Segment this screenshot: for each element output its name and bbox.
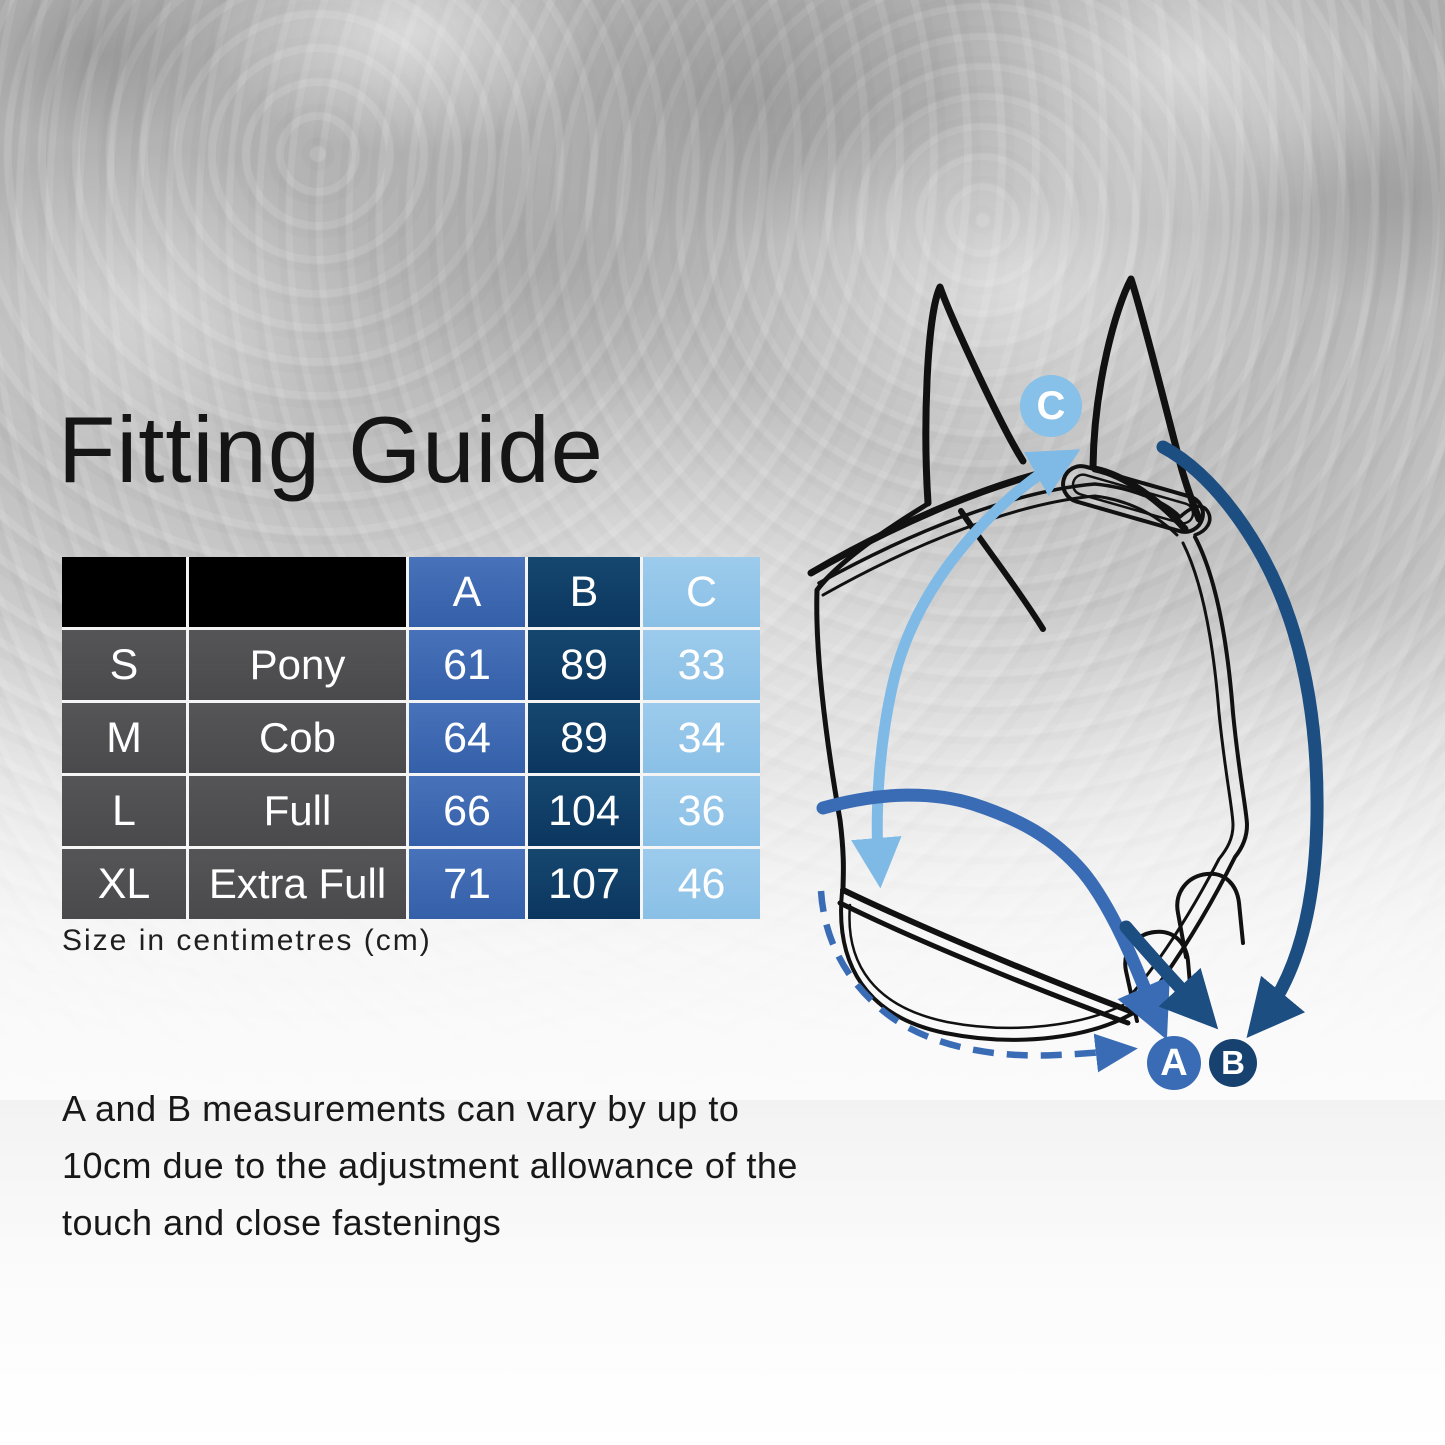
note-line: touch and close fastenings — [62, 1202, 502, 1243]
fly-mask-drawing — [807, 275, 1324, 1073]
value-c-cell: 34 — [643, 703, 760, 773]
table-caption: Size in centimetres (cm) — [62, 924, 432, 957]
measurement-b-arrow — [1156, 440, 1324, 1039]
name-cell: Full — [189, 776, 406, 846]
label-a-badge: A — [1147, 1036, 1201, 1090]
measurement-c-arrow — [851, 449, 1081, 889]
size-cell: XL — [62, 849, 186, 919]
value-c-cell: 33 — [643, 630, 760, 700]
size-cell: L — [62, 776, 186, 846]
header-cell-blank-size — [62, 557, 186, 627]
page-title: Fitting Guide — [58, 397, 604, 502]
name-cell: Cob — [189, 703, 406, 773]
muzzle-outline-inner — [848, 903, 1125, 1030]
value-a-cell: 61 — [409, 630, 525, 700]
value-c-cell: 36 — [643, 776, 760, 846]
note-line: 10cm due to the adjustment allowance of … — [62, 1145, 798, 1186]
header-cell-b: B — [528, 557, 640, 627]
name-cell: Extra Full — [189, 849, 406, 919]
muzzle-outline-outer — [839, 890, 1137, 1042]
cheek-panel-outer — [1136, 535, 1249, 1014]
note-line: A and B measurements can vary by up to — [62, 1088, 740, 1129]
measurement-b-short-arrow — [1119, 920, 1219, 1030]
value-a-cell: 71 — [409, 849, 525, 919]
name-cell: Pony — [189, 630, 406, 700]
note-text: A and B measurements can vary by up to 1… — [62, 1080, 798, 1251]
header-cell-c: C — [643, 557, 760, 627]
ear-left — [922, 283, 1027, 507]
value-c-cell: 46 — [643, 849, 760, 919]
value-b-cell: 89 — [528, 703, 640, 773]
size-table: A B C S Pony 61 89 33 M Cob 64 89 34 L F… — [62, 557, 760, 919]
label-c-badge: C — [1020, 375, 1082, 437]
header-cell-a: A — [409, 557, 525, 627]
ear-right — [1089, 275, 1203, 523]
value-b-cell: 107 — [528, 849, 640, 919]
label-b-badge: B — [1209, 1039, 1257, 1087]
muzzle-band-bottom — [837, 900, 1131, 1026]
fastening-tab-2 — [1175, 871, 1245, 959]
header-cell-blank-name — [189, 557, 406, 627]
size-cell: S — [62, 630, 186, 700]
value-a-cell: 64 — [409, 703, 525, 773]
measurement-a-arrow — [816, 788, 1170, 1040]
size-cell: M — [62, 703, 186, 773]
value-b-cell: 104 — [528, 776, 640, 846]
value-a-cell: 66 — [409, 776, 525, 846]
measurement-a-dashed-arrow — [817, 890, 1138, 1073]
cheek-panel-inner — [1129, 541, 1235, 997]
value-b-cell: 89 — [528, 630, 640, 700]
fitting-diagram: C A B — [795, 265, 1325, 1115]
muzzle-band-top — [840, 887, 1138, 1016]
